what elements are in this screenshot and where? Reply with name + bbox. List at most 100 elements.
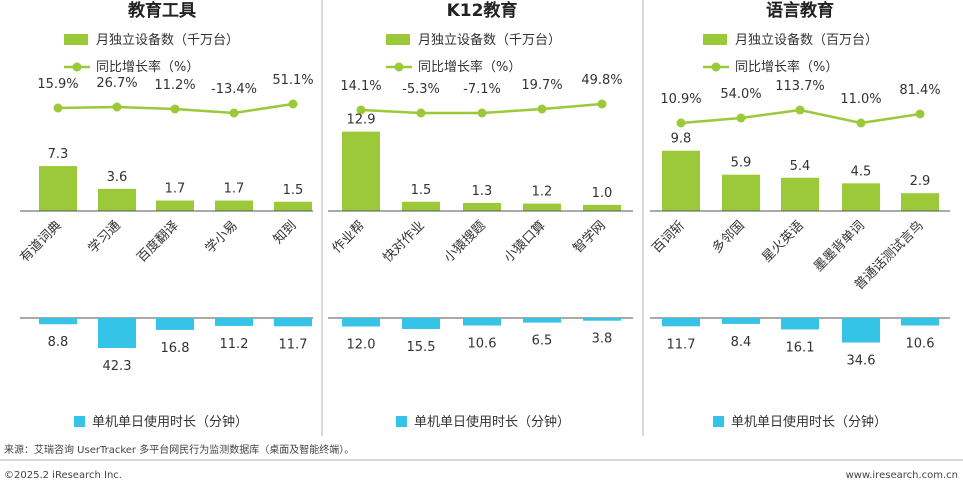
- legend-time-swatch: [74, 416, 85, 427]
- legend-bar-label: 月独立设备数（百万台）: [735, 32, 878, 48]
- growth-point: [736, 113, 746, 123]
- growth-label: -7.1%: [463, 82, 501, 97]
- growth-label: 10.9%: [660, 92, 701, 107]
- time-value-label: 11.2: [220, 337, 249, 352]
- device-bar: [722, 174, 760, 211]
- website: www.iresearch.com.cn: [846, 470, 958, 481]
- growth-label: 113.7%: [775, 79, 825, 94]
- device-bar: [901, 193, 939, 211]
- growth-label: -13.4%: [211, 82, 257, 97]
- growth-label: 11.0%: [840, 92, 881, 107]
- growth-point: [170, 104, 180, 114]
- growth-label: 51.1%: [272, 73, 313, 88]
- device-bar: [402, 201, 440, 211]
- growth-point: [112, 102, 122, 112]
- category-label: 墨墨背单词: [811, 218, 868, 275]
- growth-label: -5.3%: [402, 82, 440, 97]
- growth-point: [477, 108, 487, 118]
- growth-point: [229, 108, 239, 118]
- category-label: 智学网: [570, 218, 609, 257]
- category-label: 小猿口算: [501, 218, 548, 265]
- device-value-label: 1.0: [592, 186, 613, 201]
- device-bar: [662, 150, 700, 211]
- time-value-label: 42.3: [103, 359, 132, 374]
- time-bar: [901, 318, 939, 326]
- growth-point: [416, 108, 426, 118]
- time-value-label: 3.8: [592, 332, 613, 347]
- time-bar: [722, 318, 760, 324]
- growth-point: [53, 103, 63, 113]
- time-bar: [583, 318, 621, 321]
- legend-bar-label: 月独立设备数（千万台）: [96, 32, 239, 48]
- growth-label: 81.4%: [899, 83, 940, 98]
- device-value-label: 4.5: [851, 164, 872, 179]
- device-bar: [274, 201, 312, 211]
- device-value-label: 5.4: [790, 159, 811, 174]
- growth-point: [288, 99, 298, 109]
- device-bar: [156, 200, 194, 211]
- device-value-label: 12.9: [347, 113, 376, 128]
- legend-time-swatch: [396, 416, 407, 427]
- time-bar: [781, 318, 819, 330]
- time-bar: [523, 318, 561, 323]
- time-value-label: 8.4: [731, 335, 752, 350]
- chart-title: 语言教育: [766, 0, 834, 21]
- category-label: 百词斩: [650, 218, 688, 256]
- device-value-label: 5.9: [731, 156, 752, 171]
- growth-label: 49.8%: [581, 73, 622, 88]
- legend-line-marker: [72, 62, 82, 72]
- time-bar: [274, 318, 312, 327]
- time-bar: [463, 318, 501, 326]
- growth-point: [795, 105, 805, 115]
- device-bar: [583, 204, 621, 211]
- legend-time-label: 单机单日使用时长（分钟）: [92, 414, 248, 430]
- device-bar: [215, 200, 253, 211]
- device-bar: [342, 131, 380, 211]
- legend-bar-swatch: [703, 34, 727, 45]
- legend-line-marker: [711, 62, 721, 72]
- device-value-label: 1.7: [165, 182, 186, 197]
- device-bar: [781, 177, 819, 211]
- growth-label: 14.1%: [340, 79, 381, 94]
- device-bar: [842, 183, 880, 211]
- device-value-label: 1.2: [532, 185, 553, 200]
- category-label: 星火英语: [759, 218, 806, 265]
- time-value-label: 11.7: [667, 337, 696, 352]
- time-value-label: 12.0: [347, 338, 376, 353]
- device-value-label: 3.6: [107, 170, 128, 185]
- device-value-label: 1.5: [283, 183, 304, 198]
- copyright: ©2025.2 iResearch Inc.: [4, 470, 122, 481]
- time-bar: [842, 318, 880, 343]
- device-bar: [523, 203, 561, 211]
- source-note: 来源：艾瑞咨询 UserTracker 多平台网民行为监测数据库（桌面及智能终端…: [4, 443, 354, 456]
- time-value-label: 34.6: [847, 354, 876, 369]
- category-label: 知到: [270, 218, 300, 248]
- time-bar: [98, 318, 136, 348]
- time-bar: [156, 318, 194, 330]
- legend-line-marker: [394, 62, 404, 72]
- time-bar: [662, 318, 700, 327]
- growth-point: [676, 118, 686, 128]
- legend-time-label: 单机单日使用时长（分钟）: [414, 414, 570, 430]
- device-value-label: 1.3: [472, 184, 493, 199]
- category-label: 小猿搜题: [441, 218, 488, 265]
- time-value-label: 16.1: [786, 340, 815, 355]
- growth-label: 15.9%: [37, 77, 78, 92]
- device-bar: [39, 166, 77, 211]
- category-label: 作业帮: [330, 218, 368, 256]
- growth-label: 26.7%: [96, 76, 137, 91]
- legend-line-label: 同比增长率（%）: [735, 59, 838, 75]
- device-value-label: 2.9: [910, 174, 931, 189]
- device-value-label: 1.7: [224, 182, 245, 197]
- growth-label: 54.0%: [720, 87, 761, 102]
- legend-line-label: 同比增长率（%）: [96, 59, 199, 75]
- device-value-label: 1.5: [411, 183, 432, 198]
- time-value-label: 8.8: [48, 335, 69, 350]
- category-label: 学小易: [202, 218, 241, 257]
- time-value-label: 6.5: [532, 334, 553, 349]
- time-value-label: 10.6: [468, 337, 497, 352]
- device-bar: [98, 188, 136, 211]
- category-label: 多邻国: [709, 218, 748, 257]
